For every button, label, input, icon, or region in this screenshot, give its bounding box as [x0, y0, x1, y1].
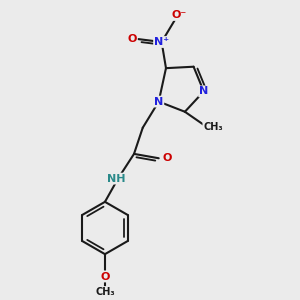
Text: O: O: [100, 272, 110, 281]
Text: O: O: [162, 153, 172, 163]
Text: CH₃: CH₃: [95, 287, 115, 297]
Text: N: N: [154, 97, 163, 106]
Text: NH: NH: [107, 174, 126, 184]
Text: N⁺: N⁺: [154, 37, 169, 47]
Text: CH₃: CH₃: [203, 122, 223, 132]
Text: O⁻: O⁻: [171, 10, 187, 20]
Text: N: N: [199, 86, 208, 96]
Text: O: O: [127, 34, 137, 44]
